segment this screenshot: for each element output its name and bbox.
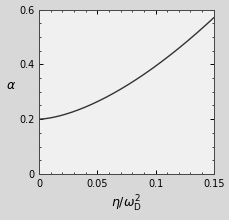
X-axis label: $\eta/\omega_{\mathrm{D}}^{2}$: $\eta/\omega_{\mathrm{D}}^{2}$ <box>111 194 141 214</box>
Y-axis label: $\alpha$: $\alpha$ <box>5 79 16 92</box>
